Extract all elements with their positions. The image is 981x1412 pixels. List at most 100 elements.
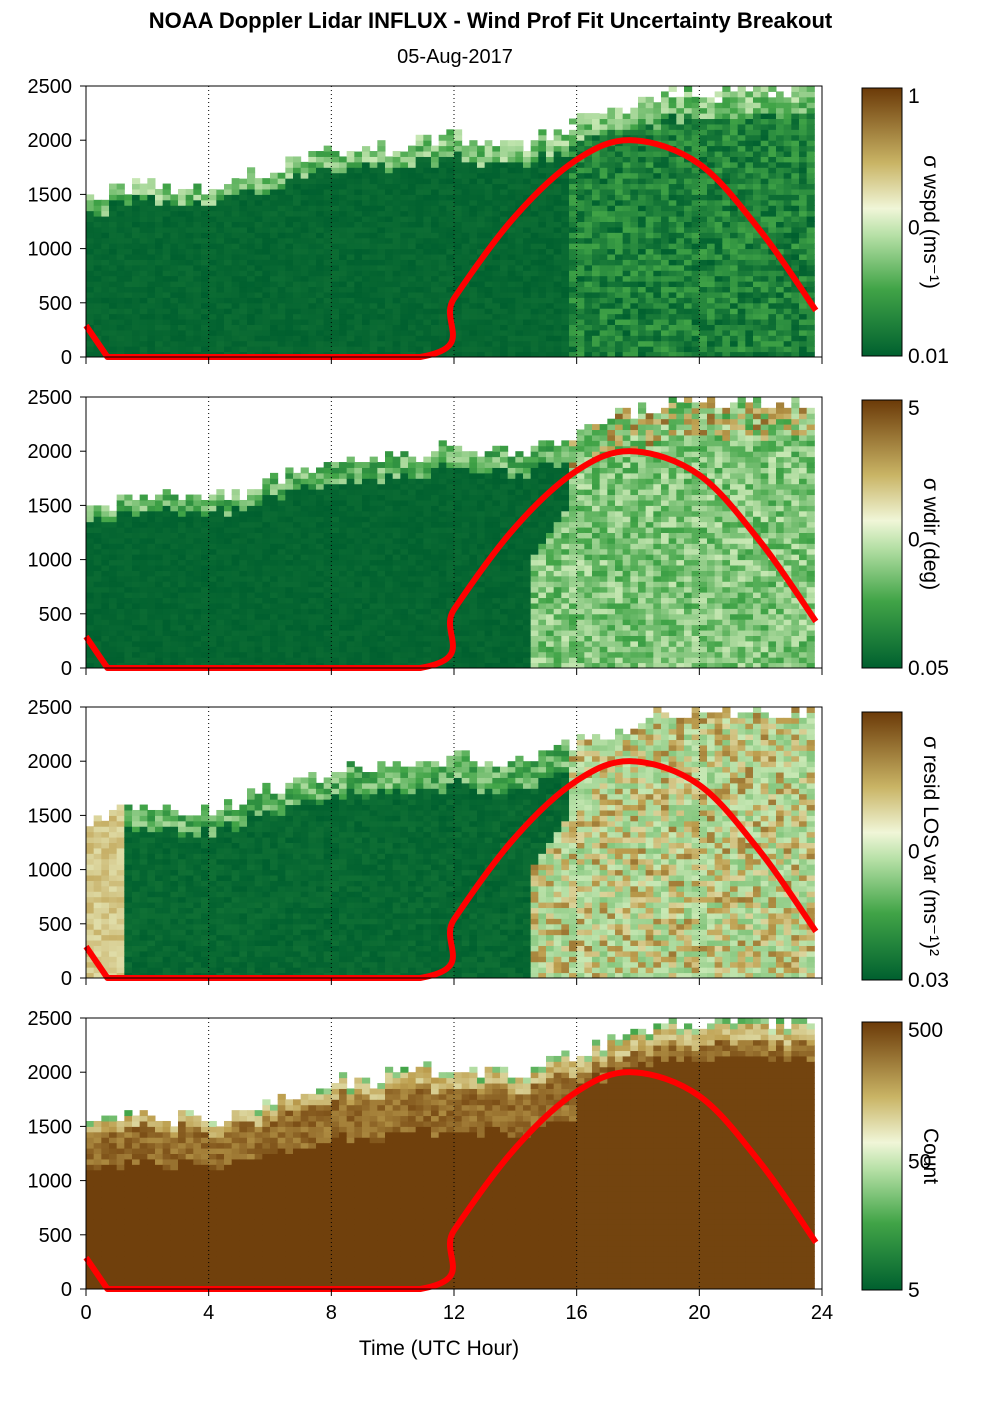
heatmap-cell bbox=[155, 216, 163, 222]
heatmap-cell bbox=[155, 657, 163, 663]
heatmap-cell bbox=[715, 259, 723, 265]
heatmap-cell bbox=[239, 554, 247, 560]
heatmap-cell bbox=[676, 249, 684, 255]
heatmap-cell bbox=[155, 587, 163, 593]
heatmap-cell bbox=[270, 478, 278, 484]
heatmap-cell bbox=[132, 516, 140, 522]
heatmap-cell bbox=[270, 238, 278, 244]
heatmap-cell bbox=[546, 335, 554, 341]
heatmap-cell bbox=[201, 657, 209, 663]
heatmap-cell bbox=[170, 522, 178, 528]
heatmap-cell bbox=[523, 270, 531, 276]
heatmap-cell bbox=[147, 516, 155, 522]
heatmap-cell bbox=[546, 303, 554, 309]
heatmap-cell bbox=[699, 194, 707, 200]
heatmap-cell bbox=[262, 641, 270, 647]
heatmap-cell bbox=[615, 297, 623, 303]
heatmap-cell bbox=[124, 227, 132, 233]
heatmap-cell bbox=[209, 522, 217, 528]
heatmap-cell bbox=[692, 135, 700, 141]
heatmap-cell bbox=[178, 570, 186, 576]
heatmap-cell bbox=[692, 108, 700, 114]
heatmap-cell bbox=[791, 238, 799, 244]
heatmap-cell bbox=[738, 270, 746, 276]
heatmap-cell bbox=[469, 238, 477, 244]
heatmap-cell bbox=[186, 335, 194, 341]
heatmap-cell bbox=[117, 216, 125, 222]
heatmap-cell bbox=[408, 287, 416, 293]
heatmap-cell bbox=[730, 146, 738, 152]
heatmap-cell bbox=[776, 346, 784, 352]
heatmap-cell bbox=[101, 533, 109, 539]
heatmap-cell bbox=[431, 194, 439, 200]
heatmap-cell bbox=[554, 324, 562, 330]
heatmap-cell bbox=[753, 135, 761, 141]
heatmap-cell bbox=[807, 108, 815, 114]
heatmap-cell bbox=[577, 173, 585, 179]
heatmap-cell bbox=[508, 249, 516, 255]
heatmap-cell bbox=[308, 314, 316, 320]
heatmap-cell bbox=[301, 592, 309, 598]
heatmap-cell bbox=[416, 194, 424, 200]
heatmap-cell bbox=[301, 467, 309, 473]
heatmap-cell bbox=[324, 341, 332, 347]
heatmap-cell bbox=[385, 211, 393, 217]
heatmap-cell bbox=[692, 276, 700, 282]
heatmap-cell bbox=[354, 292, 362, 298]
heatmap-cell bbox=[140, 281, 148, 287]
heatmap-cell bbox=[117, 205, 125, 211]
heatmap-cell bbox=[163, 587, 171, 593]
heatmap-cell bbox=[86, 587, 94, 593]
heatmap-cell bbox=[262, 500, 270, 506]
heatmap-cell bbox=[676, 108, 684, 114]
heatmap-cell bbox=[285, 614, 293, 620]
heatmap-cell bbox=[722, 270, 730, 276]
heatmap-cell bbox=[722, 254, 730, 260]
heatmap-cell bbox=[423, 259, 431, 265]
heatmap-cell bbox=[454, 314, 462, 320]
heatmap-cell bbox=[140, 222, 148, 228]
heatmap-cell bbox=[385, 194, 393, 200]
heatmap-cell bbox=[201, 249, 209, 255]
heatmap-cell bbox=[117, 598, 125, 604]
heatmap-cell bbox=[170, 227, 178, 233]
heatmap-cell bbox=[416, 189, 424, 195]
heatmap-cell bbox=[577, 292, 585, 298]
heatmap-cell bbox=[799, 205, 807, 211]
heatmap-cell bbox=[117, 249, 125, 255]
heatmap-cell bbox=[232, 587, 240, 593]
heatmap-cell bbox=[193, 581, 201, 587]
heatmap-cell bbox=[722, 140, 730, 146]
heatmap-cell bbox=[201, 254, 209, 260]
heatmap-cell bbox=[393, 200, 401, 206]
heatmap-cell bbox=[393, 259, 401, 265]
heatmap-cell bbox=[193, 292, 201, 298]
heatmap-cell bbox=[807, 178, 815, 184]
heatmap-cell bbox=[730, 178, 738, 184]
heatmap-cell bbox=[170, 592, 178, 598]
heatmap-cell bbox=[339, 581, 347, 587]
heatmap-cell bbox=[347, 178, 355, 184]
heatmap-cell bbox=[140, 297, 148, 303]
heatmap-cell bbox=[347, 184, 355, 190]
heatmap-cell bbox=[753, 287, 761, 293]
heatmap-cell bbox=[347, 254, 355, 260]
heatmap-cell bbox=[101, 200, 109, 206]
heatmap-cell bbox=[546, 346, 554, 352]
heatmap-cell bbox=[538, 216, 546, 222]
heatmap-cell bbox=[416, 167, 424, 173]
heatmap-cell bbox=[385, 270, 393, 276]
heatmap-cell bbox=[293, 495, 301, 501]
heatmap-cell bbox=[623, 173, 631, 179]
heatmap-cell bbox=[140, 505, 148, 511]
heatmap-cell bbox=[101, 641, 109, 647]
heatmap-cell bbox=[132, 625, 140, 631]
heatmap-cell bbox=[377, 156, 385, 162]
heatmap-cell bbox=[692, 292, 700, 298]
heatmap-cell bbox=[569, 254, 577, 260]
heatmap-cell bbox=[94, 243, 102, 249]
heatmap-cell bbox=[638, 243, 646, 249]
heatmap-cell bbox=[109, 581, 117, 587]
heatmap-cell bbox=[753, 254, 761, 260]
heatmap-cell bbox=[600, 238, 608, 244]
